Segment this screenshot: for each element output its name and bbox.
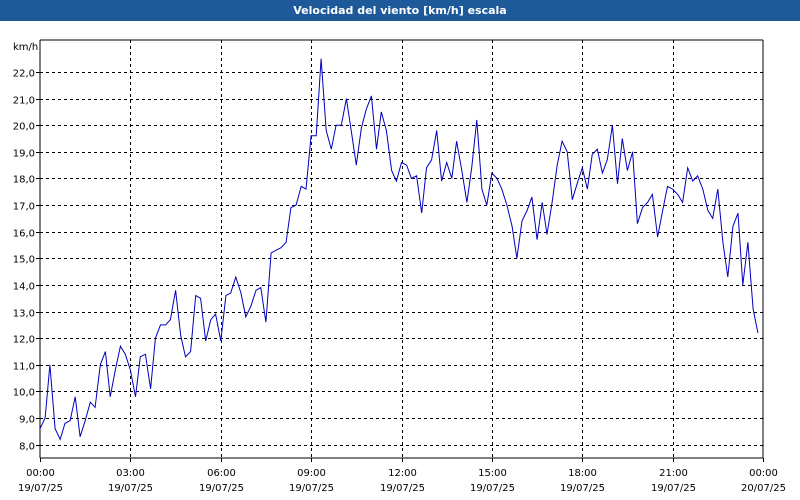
y-tick-label: 8,0 — [19, 442, 35, 453]
x-tick-time-label: 03:00 — [116, 468, 145, 479]
y-tick-label: 14,0 — [13, 282, 35, 293]
y-tick-label: 21,0 — [13, 96, 35, 107]
y-tick-label: 12,0 — [13, 335, 35, 346]
x-tick-time-label: 18:00 — [568, 468, 597, 479]
y-tick-label: 9,0 — [19, 415, 35, 426]
x-tick-date-label: 19/07/25 — [380, 483, 425, 494]
x-tick-date-label: 19/07/25 — [108, 483, 153, 494]
series-layer — [39, 58, 759, 441]
y-tick-label: 22,0 — [13, 69, 35, 80]
y-tick-label: 16,0 — [13, 229, 35, 240]
y-tick-label: 11,0 — [13, 362, 35, 373]
y-tick-label: 10,0 — [13, 388, 35, 399]
x-tick-time-label: 09:00 — [297, 468, 326, 479]
x-tick-labels: 00:00 19/07/25 03:00 19/07/25 06:00 19/07/25 0… — [18, 458, 786, 494]
x-tick-date-label: 19/07/25 — [18, 483, 63, 494]
y-axis-label: km/h — [13, 42, 38, 53]
y-tick-labels: 8,0 9,0 10,0 11,0 12,0 13,0 14,0 15,0 16,0 17,0 18… — [13, 69, 40, 453]
x-tick-time-label: 21:00 — [659, 468, 688, 479]
y-tick-label: 18,0 — [13, 175, 35, 186]
x-tick-date-label: 19/07/25 — [651, 483, 696, 494]
y-tick-label: 20,0 — [13, 122, 35, 133]
x-tick-date-label: 19/07/25 — [289, 483, 334, 494]
x-tick-time-label: 15:00 — [478, 468, 507, 479]
y-tick-label: 13,0 — [13, 309, 35, 320]
x-tick-date-label: 20/07/25 — [741, 483, 786, 494]
x-tick-date-label: 19/07/25 — [199, 483, 244, 494]
series-line-wind-speed — [39, 58, 759, 441]
grid-lines — [40, 40, 763, 458]
y-tick-label: 17,0 — [13, 202, 35, 213]
x-tick-time-label: 00:00 — [749, 468, 778, 479]
x-tick-date-label: 19/07/25 — [560, 483, 605, 494]
x-tick-time-label: 00:00 — [26, 468, 55, 479]
chart-title: Velocidad del viento [km/h] escala — [0, 0, 800, 21]
x-tick-date-label: 19/07/25 — [470, 483, 515, 494]
x-tick-time-label: 06:00 — [207, 468, 236, 479]
y-tick-label: 19,0 — [13, 149, 35, 160]
y-tick-label: 15,0 — [13, 255, 35, 266]
x-tick-time-label: 12:00 — [388, 468, 417, 479]
chart-plot: km/h 8,0 9,0 10,0 11,0 12,0 13,0 14,0 15,0 16,0 1… — [13, 39, 786, 494]
